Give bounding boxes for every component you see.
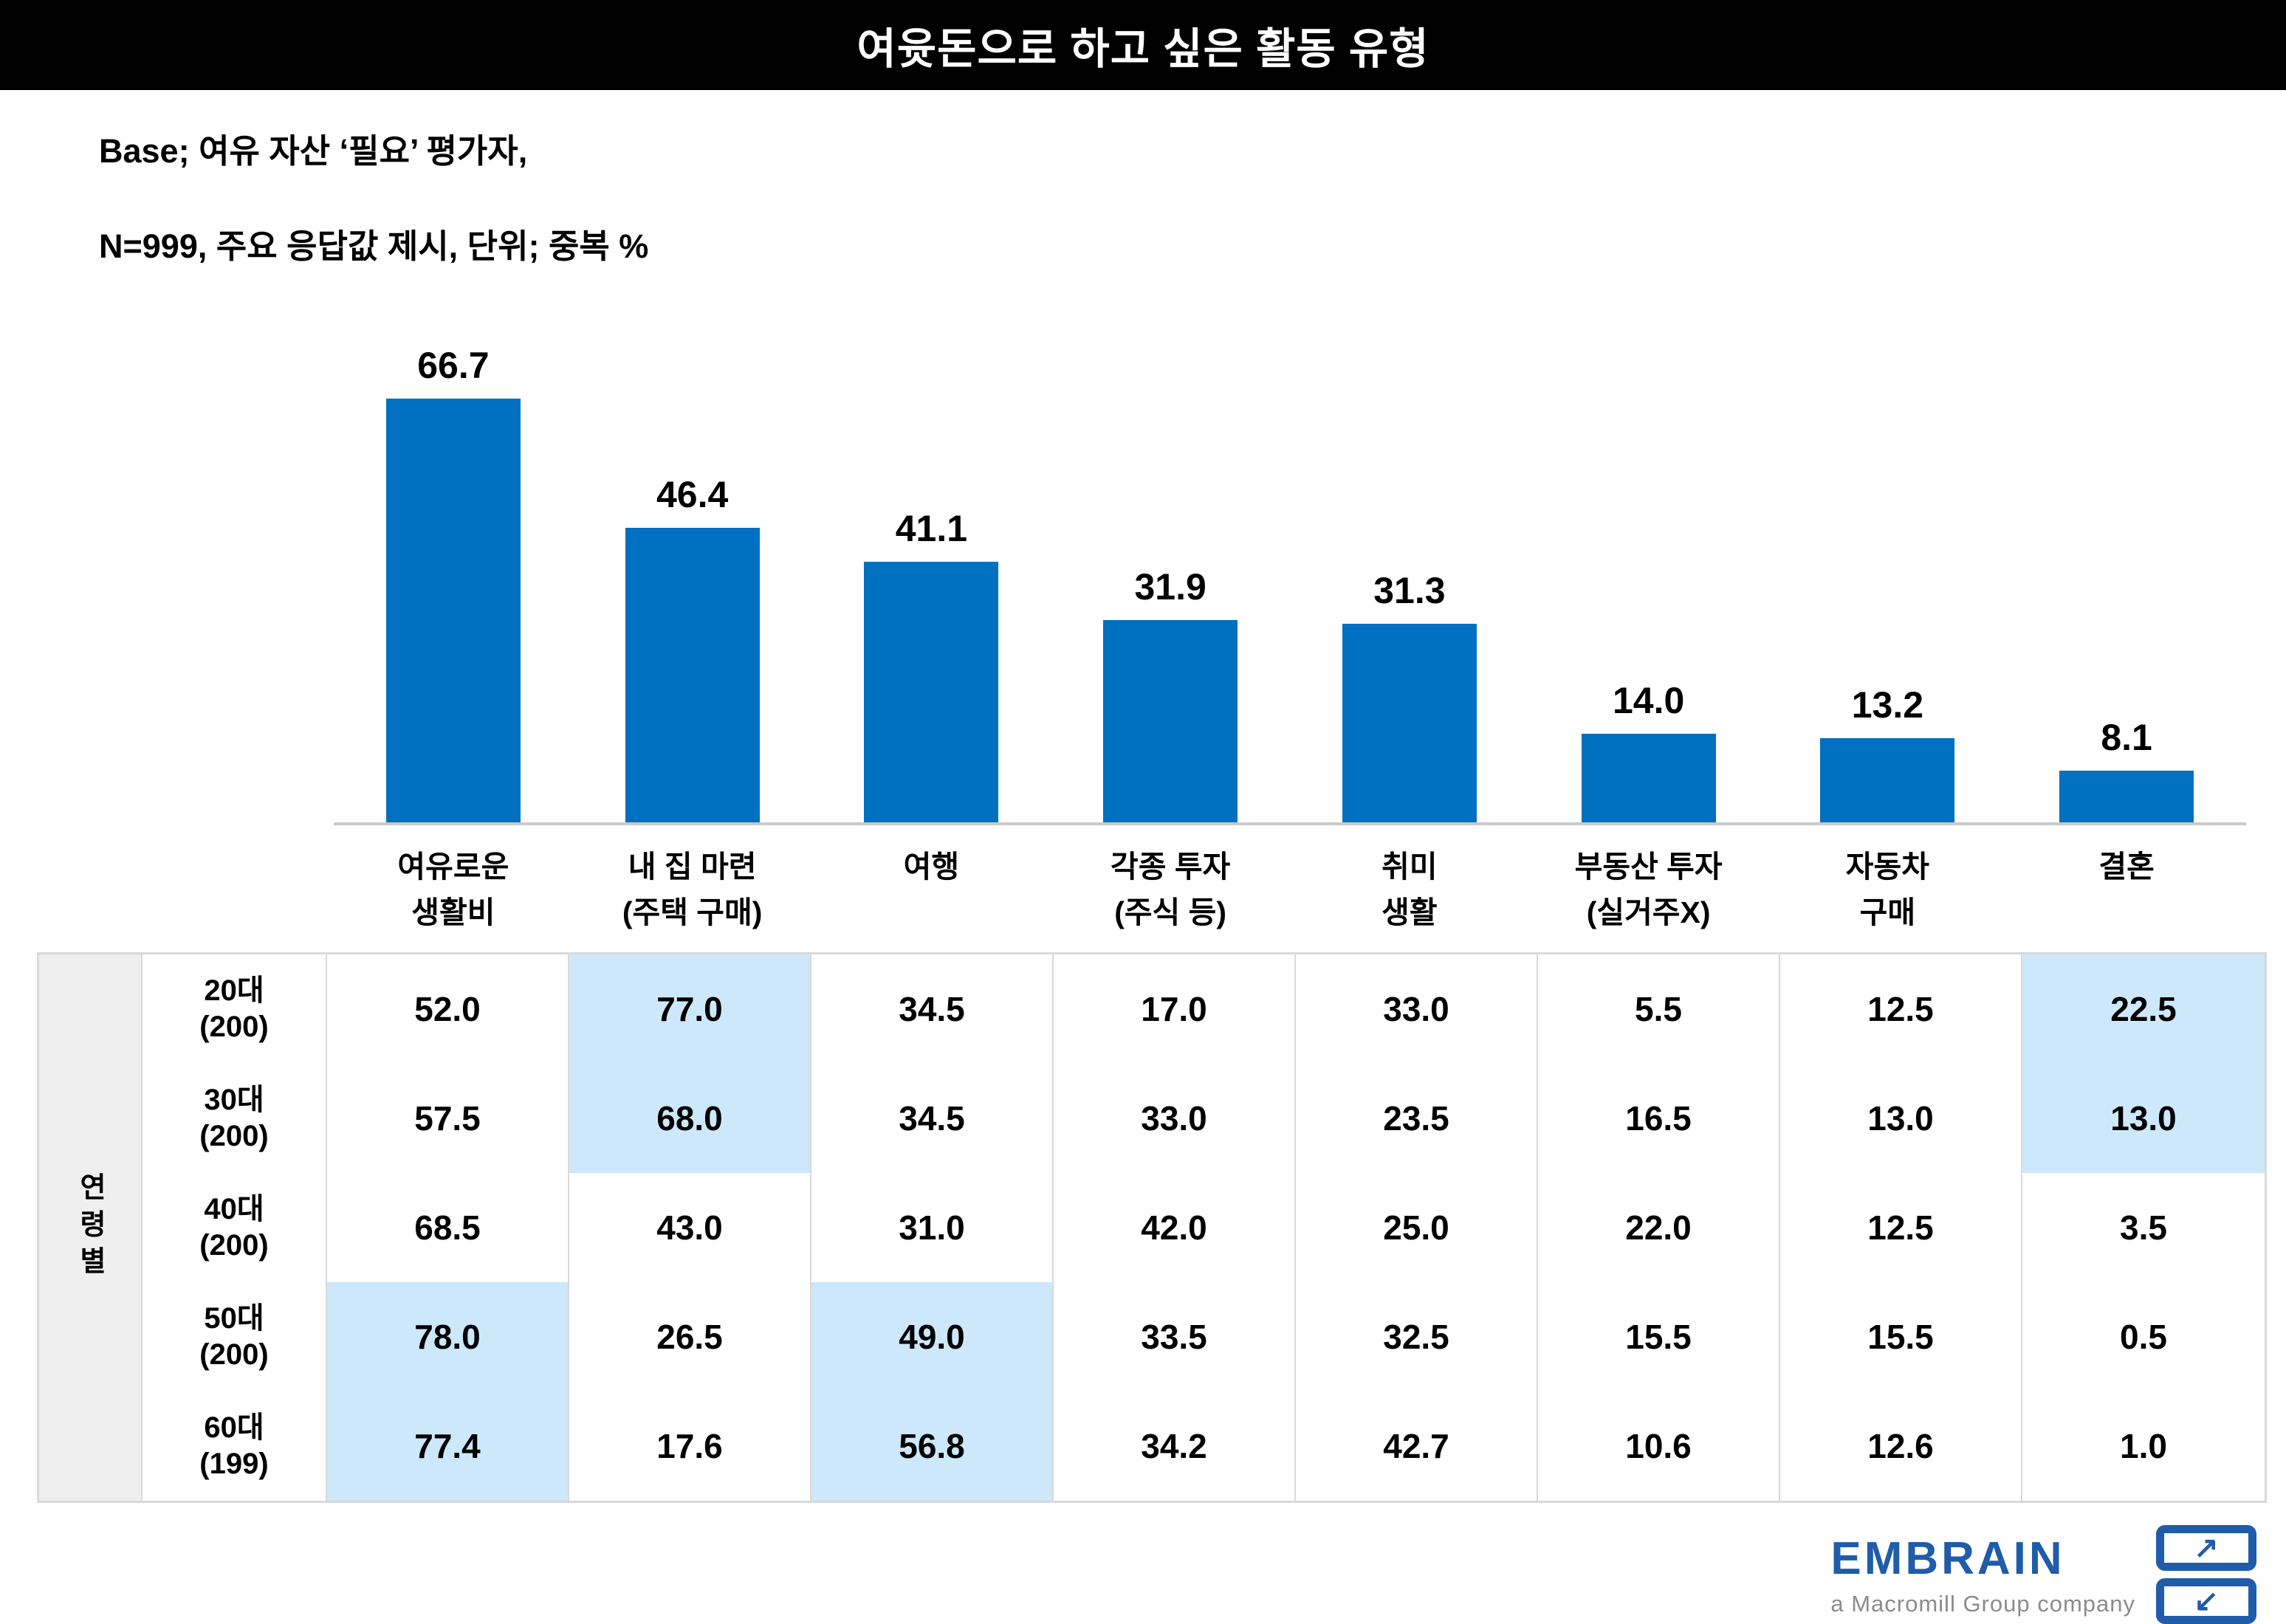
bar-value-label: 46.4 xyxy=(656,474,729,515)
bar xyxy=(1103,620,1238,822)
table-cell: 12.5 xyxy=(1780,954,2022,1064)
table-cell: 5.5 xyxy=(1538,954,1780,1064)
logo-tile-bottom: ↙ xyxy=(2156,1578,2256,1624)
bar-chart: 66.7 46.4 41.1 31.9 31.3 14.0 13.2 8.1 xyxy=(334,267,2246,825)
bar-column: 41.1 xyxy=(812,507,1051,822)
table-cell: 33.0 xyxy=(1296,954,1538,1064)
table-cell: 12.6 xyxy=(1780,1391,2022,1501)
table-cell: 25.0 xyxy=(1296,1173,1538,1282)
arrow-ne-icon: ↗ xyxy=(2194,1532,2219,1564)
table-cell: 42.0 xyxy=(1054,1173,1296,1282)
bar-value-label: 66.7 xyxy=(417,345,490,386)
bar-column: 31.9 xyxy=(1051,565,1290,822)
table-cell: 57.5 xyxy=(327,1064,569,1173)
table-cell: 16.5 xyxy=(1538,1064,1780,1173)
table-cell: 34.5 xyxy=(811,1064,1054,1173)
bar xyxy=(1342,624,1477,822)
bar-value-label: 14.0 xyxy=(1612,680,1685,721)
table-cell: 17.0 xyxy=(1054,954,1296,1064)
table-cell: 42.7 xyxy=(1296,1391,1538,1501)
table-cell: 34.2 xyxy=(1054,1391,1296,1501)
bar-value-label: 8.1 xyxy=(2101,717,2152,758)
embrain-tagline: a Macromill Group company xyxy=(1830,1590,2135,1617)
footer: EMBRAIN a Macromill Group company ↗ ↙ xyxy=(0,1525,2256,1624)
table-cell: 77.0 xyxy=(569,954,811,1064)
bar-column: 66.7 xyxy=(334,344,573,822)
table-cell: 12.5 xyxy=(1780,1173,2022,1282)
bar-value-label: 13.2 xyxy=(1851,684,1924,726)
page-title: 여윳돈으로 하고 싶은 활동 유형 xyxy=(857,25,1429,73)
table-cell: 26.5 xyxy=(569,1282,811,1391)
macromill-logo-mark: ↗ ↙ xyxy=(2156,1525,2256,1624)
embrain-wordmark: EMBRAIN xyxy=(1830,1532,2065,1584)
age-breakdown-table: 연령별 20대 (200) 52.0 77.0 34.5 17.0 33.0 5… xyxy=(37,952,2267,1503)
row-group-header: 연령별 xyxy=(39,954,143,1501)
table-cell: 56.8 xyxy=(811,1391,1054,1501)
table-cell: 52.0 xyxy=(327,954,569,1064)
row-header-60s: 60대 (199) xyxy=(143,1391,327,1501)
row-group-label: 연령별 xyxy=(74,1172,106,1283)
bar-value-label: 41.1 xyxy=(895,508,968,549)
bar xyxy=(1820,738,1955,822)
base-note-line1: Base; 여유 자산 ‘필요’ 평가자, xyxy=(99,132,528,170)
table-cell: 3.5 xyxy=(2120,1208,2167,1247)
table-cell: 15.5 xyxy=(1780,1282,2022,1391)
bar-value-label: 31.3 xyxy=(1373,570,1446,611)
bar-column: 14.0 xyxy=(1529,679,1768,822)
table-cell: 1.0 xyxy=(2120,1427,2167,1465)
category-label: 내 집 마련 (주택 구매) xyxy=(622,850,763,929)
embrain-logo: EMBRAIN a Macromill Group company xyxy=(1830,1532,2135,1617)
table-cell: 13.0 xyxy=(2022,1064,2265,1173)
category-label: 여유로운 생활비 xyxy=(397,850,509,929)
bar-column: 31.3 xyxy=(1290,569,1529,822)
bar xyxy=(385,399,521,822)
table-cell: 68.5 xyxy=(327,1173,569,1282)
table-cell: 22.0 xyxy=(1538,1173,1780,1282)
table-cell: 77.4 xyxy=(327,1391,569,1501)
row-header-50s: 50대 (200) xyxy=(143,1282,327,1391)
base-note-line2: N=999, 주요 응답값 제시, 단위; 중복 % xyxy=(99,227,649,265)
base-note: Base; 여유 자산 ‘필요’ 평가자, N=999, 주요 응답값 제시, … xyxy=(0,90,2286,267)
row-header-30s: 30대 (200) xyxy=(143,1064,327,1173)
table-cell: 33.0 xyxy=(1054,1064,1296,1173)
table-cell: 23.5 xyxy=(1296,1064,1538,1173)
bar-column: 46.4 xyxy=(573,473,812,822)
bar-value-label: 31.9 xyxy=(1134,566,1206,608)
title-bar: 여윳돈으로 하고 싶은 활동 유형 xyxy=(0,0,2286,90)
table-cell: 43.0 xyxy=(569,1173,811,1282)
table-cell: 22.5 xyxy=(2022,954,2265,1064)
bar xyxy=(1581,734,1716,822)
row-header-20s: 20대 (200) xyxy=(143,954,327,1064)
logo-tile-top: ↗ xyxy=(2156,1525,2256,1571)
table-cell: 13.0 xyxy=(1780,1064,2022,1173)
table-cell: 31.0 xyxy=(811,1173,1054,1282)
table-cell: 78.0 xyxy=(327,1282,569,1391)
table-cell: 33.5 xyxy=(1054,1282,1296,1391)
category-label: 부동산 투자 (실거주X) xyxy=(1574,850,1723,929)
category-label: 자동차 구매 xyxy=(1845,850,1929,929)
bar xyxy=(2059,771,2194,822)
table-cell: 32.5 xyxy=(1296,1282,1538,1391)
table-cell: 49.0 xyxy=(811,1282,1054,1391)
bar xyxy=(864,562,999,822)
arrow-sw-icon: ↙ xyxy=(2194,1585,2219,1617)
bar-column: 13.2 xyxy=(1768,684,2008,822)
category-label: 여행 xyxy=(903,850,960,884)
table-cell: 17.6 xyxy=(569,1391,811,1501)
category-label: 결혼 xyxy=(2098,850,2155,884)
row-header-40s: 40대 (200) xyxy=(143,1173,327,1282)
category-axis: 여유로운 생활비 내 집 마련 (주택 구매) 여행 각종 투자 (주식 등) … xyxy=(334,825,2246,952)
table-cell: 34.5 xyxy=(811,954,1054,1064)
category-label: 각종 투자 (주식 등) xyxy=(1110,850,1231,929)
table-cell: 68.0 xyxy=(569,1064,811,1173)
table-cell: 10.6 xyxy=(1538,1391,1780,1501)
table-cell: 15.5 xyxy=(1538,1282,1780,1391)
category-label: 취미 생활 xyxy=(1381,850,1438,929)
table-cell: 0.5 xyxy=(2120,1318,2167,1356)
bar xyxy=(625,528,760,822)
bar-column: 8.1 xyxy=(2007,716,2246,822)
